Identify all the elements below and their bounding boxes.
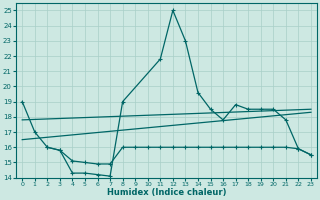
X-axis label: Humidex (Indice chaleur): Humidex (Indice chaleur) [107,188,226,197]
